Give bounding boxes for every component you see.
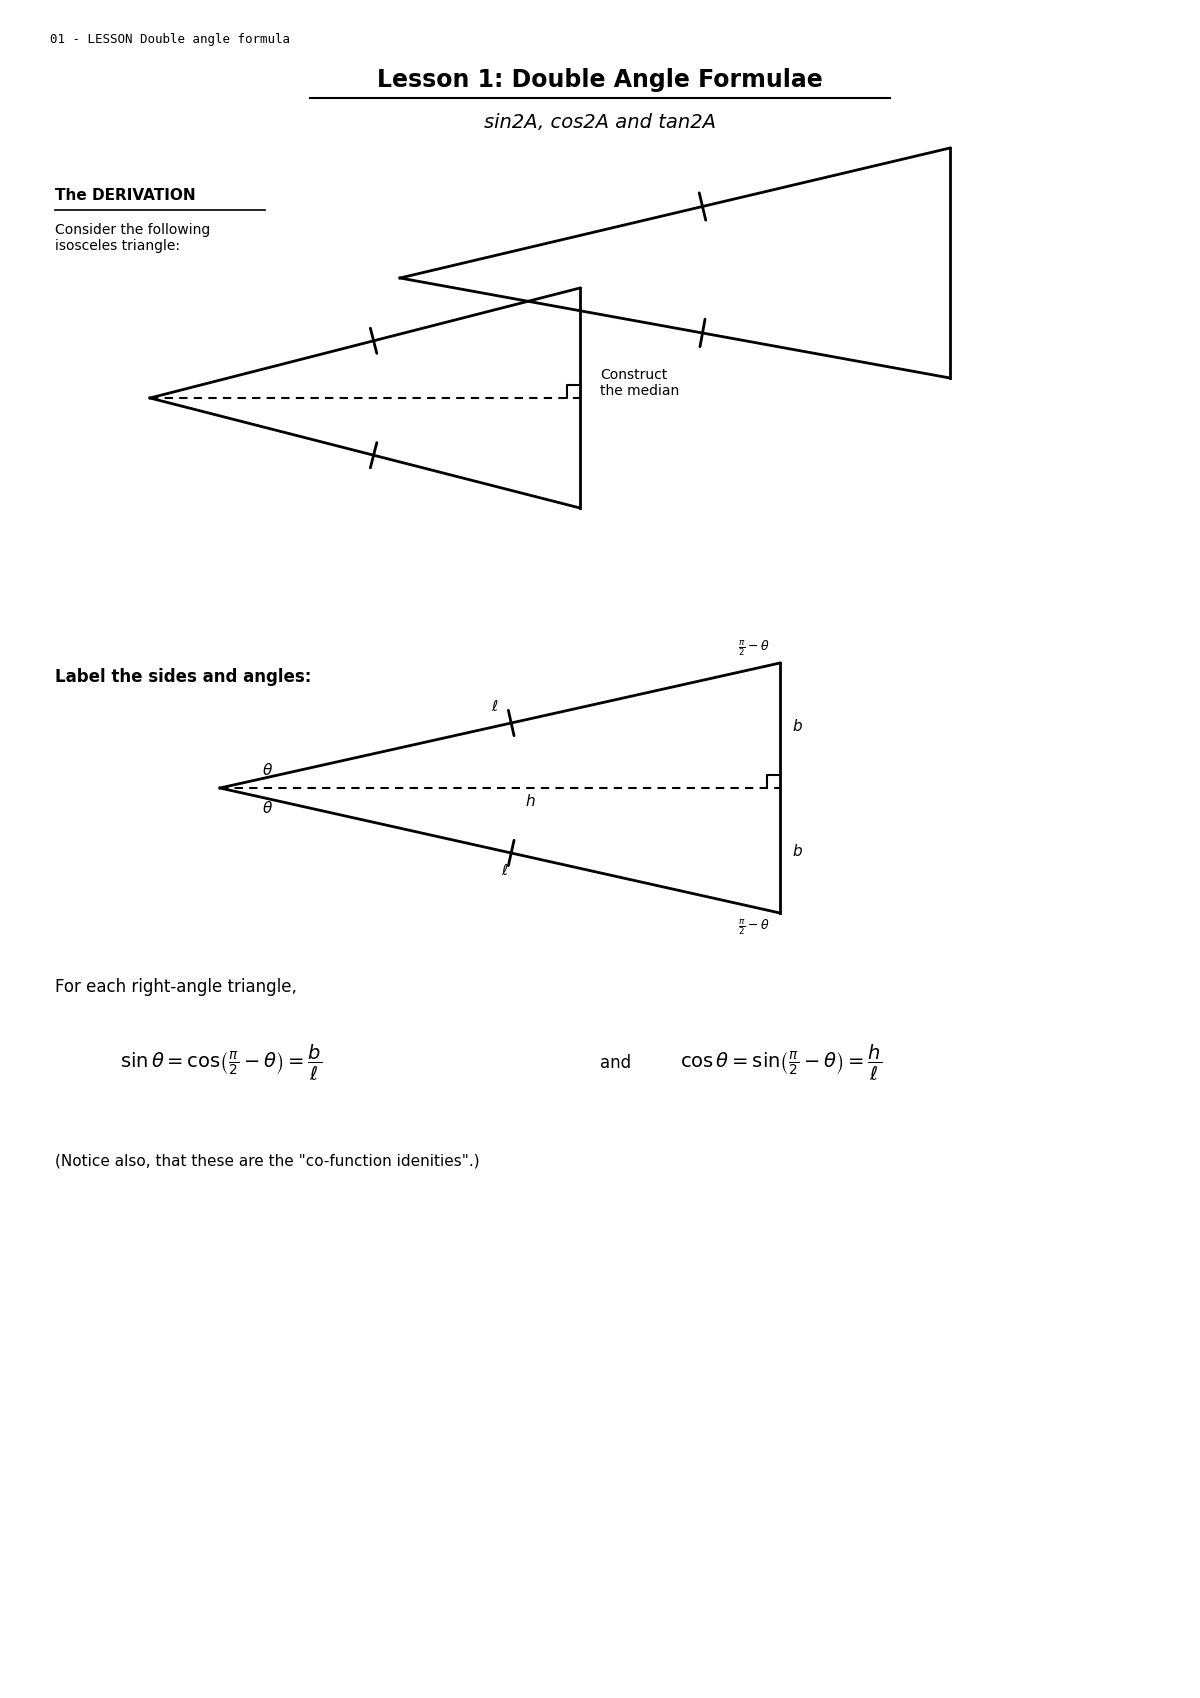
Text: $\frac{\pi}{2}-\theta$: $\frac{\pi}{2}-\theta$ [738,638,770,659]
Text: The DERIVATION: The DERIVATION [55,188,196,204]
Text: $h$: $h$ [524,793,535,808]
Text: $\theta$: $\theta$ [262,800,274,817]
Text: sin2A, cos2A and tan2A: sin2A, cos2A and tan2A [484,114,716,132]
Text: and: and [600,1054,631,1071]
Text: Construct
the median: Construct the median [600,368,679,399]
Text: For each right-angle triangle,: For each right-angle triangle, [55,978,296,997]
Text: $b$: $b$ [792,842,803,859]
Text: $b$: $b$ [792,718,803,734]
Text: $\ell$: $\ell$ [502,863,509,878]
Text: $\ell$: $\ell$ [491,698,499,713]
Text: Label the sides and angles:: Label the sides and angles: [55,667,311,686]
Text: Lesson 1: Double Angle Formulae: Lesson 1: Double Angle Formulae [377,68,823,92]
Text: Consider the following
isosceles triangle:: Consider the following isosceles triangl… [55,222,210,253]
Text: (Notice also, that these are the "co-function idenities".): (Notice also, that these are the "co-fun… [55,1153,480,1168]
Text: $\theta$: $\theta$ [262,762,274,778]
Text: $\frac{\pi}{2}-\theta$: $\frac{\pi}{2}-\theta$ [738,919,770,937]
Text: 01 - LESSON Double angle formula: 01 - LESSON Double angle formula [50,32,290,46]
Text: $\cos\theta = \sin\!\left(\frac{\pi}{2}-\theta\right) = \dfrac{h}{\ell}$: $\cos\theta = \sin\!\left(\frac{\pi}{2}-… [680,1043,882,1083]
Text: $\sin\theta = \cos\!\left(\frac{\pi}{2}-\theta\right) = \dfrac{b}{\ell}$: $\sin\theta = \cos\!\left(\frac{\pi}{2}-… [120,1043,323,1083]
